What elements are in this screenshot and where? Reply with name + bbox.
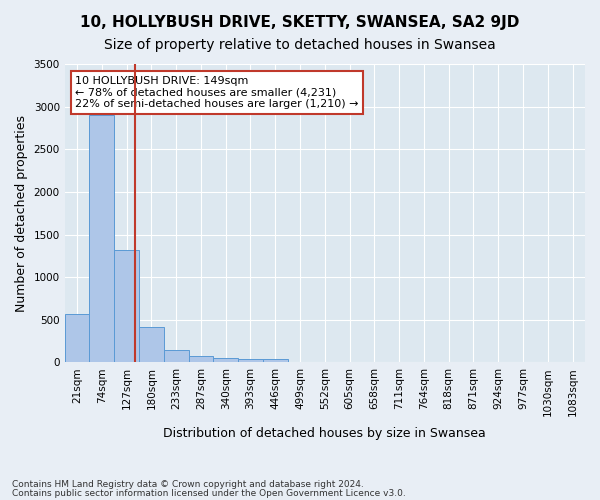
Text: Size of property relative to detached houses in Swansea: Size of property relative to detached ho… [104,38,496,52]
Text: Contains public sector information licensed under the Open Government Licence v3: Contains public sector information licen… [12,488,406,498]
Bar [214,358,238,362]
Text: 10 HOLLYBUSH DRIVE: 149sqm
← 78% of detached houses are smaller (4,231)
22% of s: 10 HOLLYBUSH DRIVE: 149sqm ← 78% of deta… [75,76,359,109]
Bar [188,356,214,362]
Bar [89,115,114,362]
Bar [238,358,263,362]
Text: Contains HM Land Registry data © Crown copyright and database right 2024.: Contains HM Land Registry data © Crown c… [12,480,364,489]
Text: 10, HOLLYBUSH DRIVE, SKETTY, SWANSEA, SA2 9JD: 10, HOLLYBUSH DRIVE, SKETTY, SWANSEA, SA… [80,15,520,30]
Y-axis label: Number of detached properties: Number of detached properties [15,114,28,312]
Bar [65,314,89,362]
Bar [139,328,164,362]
Bar [164,350,188,362]
Bar [263,360,287,362]
X-axis label: Distribution of detached houses by size in Swansea: Distribution of detached houses by size … [163,427,486,440]
Bar [114,250,139,362]
